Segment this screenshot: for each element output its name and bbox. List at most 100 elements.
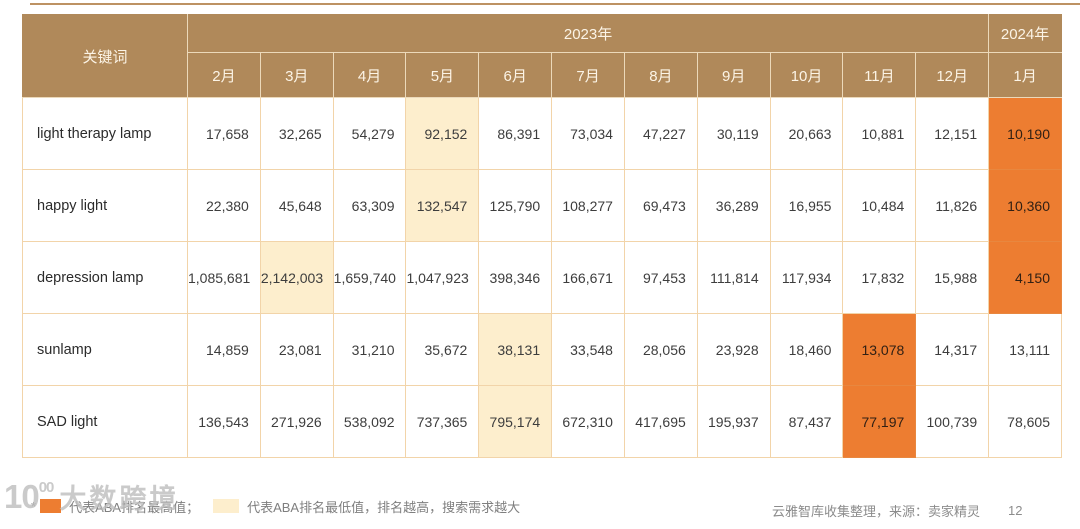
year-header-row: 关键词 2023年 2024年 [22, 14, 1062, 98]
month-header: 6月 [478, 52, 553, 98]
legend-yellow-label: 代表ABA排名最低值，排名越高，搜索需求越大 [247, 499, 521, 515]
value-cell: 97,453 [623, 241, 698, 314]
value-cell: 1,085,681 [187, 241, 261, 314]
value-cell: 15,988 [915, 241, 990, 314]
value-cell: 78,605 [988, 385, 1062, 458]
value-cell: 17,658 [187, 97, 261, 170]
table-container: 关键词 2023年 2024年 2月 3月 4月 5月 6月 7月 8月 9月 10月 11月 12月 1月… [22, 14, 1062, 458]
value-cell: 45,648 [259, 169, 334, 242]
month-header: 12月 [915, 52, 990, 98]
value-cell: 2,142,003 [259, 241, 334, 314]
table-row: happy light 22,380 45,648 63,309 132,547 125,… [22, 169, 1062, 242]
value-cell: 10,190 [988, 97, 1062, 170]
month-header: 10月 [769, 52, 844, 98]
value-cell: 28,056 [623, 313, 698, 386]
value-cell: 86,391 [478, 97, 553, 170]
legend: * 代表ABA排名最高值； 代表ABA排名最低值，排名越高，搜索需求越大 [31, 496, 520, 516]
value-cell: 12,151 [915, 97, 990, 170]
corner-header-keyword: 关键词 [22, 14, 188, 98]
value-cell: 77,197 [842, 385, 917, 458]
value-cell: 63,309 [332, 169, 407, 242]
yellow-swatch-icon [213, 499, 240, 513]
value-cell: 36,289 [696, 169, 771, 242]
month-header: 2月 [187, 52, 261, 98]
month-header: 4月 [332, 52, 407, 98]
value-cell: 4,150 [988, 241, 1062, 314]
value-cell: 136,543 [187, 385, 261, 458]
value-cell: 38,131 [478, 313, 553, 386]
value-cell: 117,934 [769, 241, 844, 314]
legend-orange-label: 代表ABA排名最高值； [69, 499, 200, 515]
value-cell: 100,739 [915, 385, 990, 458]
value-cell: 737,365 [405, 385, 480, 458]
value-cell: 795,174 [478, 385, 553, 458]
value-cell: 33,548 [551, 313, 625, 386]
value-cell: 132,547 [405, 169, 480, 242]
year-header: 2024年 [988, 14, 1062, 53]
value-cell: 30,119 [696, 97, 771, 170]
orange-swatch-icon [40, 499, 62, 513]
value-cell: 14,859 [187, 313, 261, 386]
legend-asterisk: * [31, 498, 37, 514]
value-cell: 92,152 [405, 97, 480, 170]
keyword-cell: depression lamp [22, 241, 188, 314]
table-row: light therapy lamp 17,658 32,265 54,279 92,1… [22, 97, 1062, 170]
value-cell: 16,955 [769, 169, 844, 242]
value-cell: 54,279 [332, 97, 407, 170]
keyword-cell: happy light [22, 169, 188, 242]
table-header: 关键词 2023年 2024年 2月 3月 4月 5月 6月 7月 8月 9月 10月 11月 12月 1月 [22, 14, 1062, 98]
value-cell: 1,659,740 [332, 241, 407, 314]
value-cell: 11,826 [915, 169, 990, 242]
month-header: 7月 [551, 52, 625, 98]
value-cell: 69,473 [623, 169, 698, 242]
month-header: 9月 [696, 52, 771, 98]
value-cell: 13,111 [988, 313, 1062, 386]
value-cell: 417,695 [623, 385, 698, 458]
month-header: 3月 [259, 52, 334, 98]
value-cell: 23,928 [696, 313, 771, 386]
month-header: 8月 [623, 52, 698, 98]
value-cell: 166,671 [551, 241, 625, 314]
table-row: depression lamp 1,085,681 2,142,003 1,659,7… [22, 241, 1062, 314]
month-header: 5月 [405, 52, 480, 98]
top-divider-line [30, 3, 1080, 5]
value-cell: 17,832 [842, 241, 917, 314]
value-cell: 87,437 [769, 385, 844, 458]
year-header: 2023年 [186, 14, 990, 53]
value-cell: 10,881 [842, 97, 917, 170]
value-cell: 47,227 [623, 97, 698, 170]
keyword-cell: SAD light [22, 385, 188, 458]
value-cell: 10,360 [988, 169, 1062, 242]
value-cell: 32,265 [259, 97, 334, 170]
value-cell: 1,047,923 [405, 241, 480, 314]
table-row: SAD light 136,543 271,926 538,092 737,365 795… [22, 385, 1062, 458]
table-row: sunlamp 14,859 23,081 31,210 35,672 38,131 33,… [22, 313, 1062, 386]
page-number: 12 [1008, 503, 1023, 518]
value-cell: 195,937 [696, 385, 771, 458]
value-cell: 13,078 [842, 313, 917, 386]
value-cell: 108,277 [551, 169, 625, 242]
value-cell: 538,092 [332, 385, 407, 458]
value-cell: 23,081 [259, 313, 334, 386]
value-cell: 672,310 [551, 385, 625, 458]
value-cell: 398,346 [478, 241, 553, 314]
value-cell: 20,663 [769, 97, 844, 170]
month-header-row: 2月 3月 4月 5月 6月 7月 8月 9月 10月 11月 12月 1月 [23, 52, 1062, 98]
value-cell: 10,484 [842, 169, 917, 242]
keyword-cell: light therapy lamp [22, 97, 188, 170]
value-cell: 18,460 [769, 313, 844, 386]
month-header: 11月 [842, 52, 917, 98]
month-header: 1月 [988, 52, 1062, 98]
value-cell: 14,317 [915, 313, 990, 386]
value-cell: 271,926 [259, 385, 334, 458]
value-cell: 35,672 [405, 313, 480, 386]
value-cell: 73,034 [551, 97, 625, 170]
value-cell: 111,814 [696, 241, 771, 314]
value-cell: 31,210 [332, 313, 407, 386]
keyword-cell: sunlamp [22, 313, 188, 386]
value-cell: 125,790 [478, 169, 553, 242]
table-body: light therapy lamp 17,658 32,265 54,279 92,1… [22, 97, 1062, 458]
value-cell: 22,380 [187, 169, 261, 242]
footer-source-text: 云雅智库收集整理，来源：卖家精灵 [772, 504, 981, 519]
footer: 云雅智库收集整理，来源：卖家精灵 12 [772, 501, 1022, 520]
